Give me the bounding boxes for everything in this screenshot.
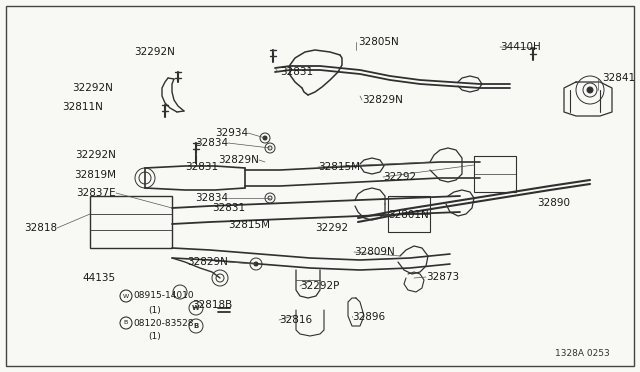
Text: 32816: 32816 [279,315,312,325]
Text: 32819M: 32819M [74,170,116,180]
Text: 32815M: 32815M [318,162,360,172]
Text: 32815M: 32815M [228,220,270,230]
Text: 32811N: 32811N [62,102,103,112]
Text: 1328A 0253: 1328A 0253 [556,349,610,358]
Text: (1): (1) [148,333,161,341]
Text: 32873: 32873 [426,272,459,282]
Text: 32829N: 32829N [218,155,259,165]
Text: 32809N: 32809N [354,247,395,257]
Text: 32801N: 32801N [388,210,429,220]
Text: 32934: 32934 [215,128,248,138]
Text: 32292N: 32292N [75,150,116,160]
Text: 32829N: 32829N [187,257,228,267]
Text: 08120-83528: 08120-83528 [133,318,193,327]
Text: 32818: 32818 [24,223,57,233]
Text: 32292N: 32292N [134,47,175,57]
Text: 44135: 44135 [83,273,116,283]
Text: 32292: 32292 [315,223,348,233]
Text: 32818B: 32818B [192,300,232,310]
Text: 34410H: 34410H [500,42,541,52]
Text: (1): (1) [148,305,161,314]
Text: 08915-14010: 08915-14010 [133,292,194,301]
Text: 32834: 32834 [195,193,228,203]
Text: W: W [192,305,200,311]
Circle shape [254,262,258,266]
Bar [90,196,172,248]
Circle shape [263,136,267,140]
Circle shape [587,87,593,93]
Text: 32292P: 32292P [300,281,339,291]
Text: 32831: 32831 [212,203,245,213]
Text: B: B [193,323,198,329]
Text: B: B [124,321,128,326]
Text: W: W [123,294,129,298]
Bar [388,196,430,232]
Text: 32292N: 32292N [72,83,113,93]
Bar [474,156,516,192]
Text: 32831: 32831 [280,67,313,77]
Text: 32834: 32834 [195,138,228,148]
Text: 32896: 32896 [352,312,385,322]
Text: 32831: 32831 [185,162,218,172]
Text: 32805N: 32805N [358,37,399,47]
Text: 32890: 32890 [537,198,570,208]
Text: 32292: 32292 [383,172,416,182]
Text: 32837E: 32837E [76,188,116,198]
Text: 32841: 32841 [602,73,635,83]
Text: 32829N: 32829N [362,95,403,105]
